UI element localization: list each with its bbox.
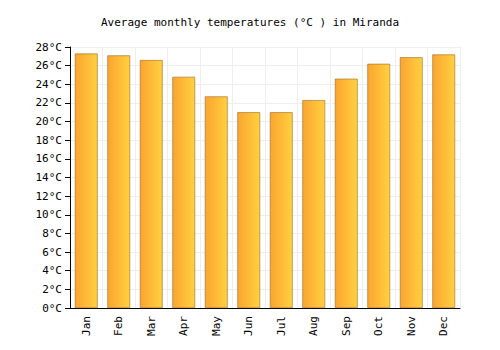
- svg-text:May: May: [210, 316, 223, 336]
- svg-text:6°C: 6°C: [42, 246, 62, 259]
- svg-text:24°C: 24°C: [36, 78, 63, 91]
- svg-text:26°C: 26°C: [36, 59, 63, 72]
- svg-text:20°C: 20°C: [36, 115, 63, 128]
- svg-text:18°C: 18°C: [36, 134, 63, 147]
- svg-text:Mar: Mar: [145, 316, 158, 336]
- svg-text:Oct: Oct: [372, 316, 385, 336]
- svg-text:Dec: Dec: [437, 316, 450, 336]
- svg-text:Apr: Apr: [177, 316, 190, 336]
- svg-text:Jul: Jul: [275, 316, 288, 336]
- svg-text:16°C: 16°C: [36, 152, 63, 165]
- svg-text:22°C: 22°C: [36, 96, 63, 109]
- svg-text:Average monthly temperatures (: Average monthly temperatures (°C ) in Mi…: [101, 16, 399, 29]
- svg-text:Feb: Feb: [112, 316, 125, 336]
- svg-text:14°C: 14°C: [36, 171, 63, 184]
- svg-text:0°C: 0°C: [42, 302, 62, 315]
- svg-text:Aug: Aug: [307, 316, 320, 336]
- svg-text:8°C: 8°C: [42, 227, 62, 240]
- svg-text:Sep: Sep: [340, 316, 353, 336]
- svg-text:Jan: Jan: [80, 316, 93, 336]
- svg-text:4°C: 4°C: [42, 264, 62, 277]
- svg-text:Jun: Jun: [242, 316, 255, 336]
- svg-text:2°C: 2°C: [42, 283, 62, 296]
- svg-text:12°C: 12°C: [36, 190, 63, 203]
- svg-text:Nov: Nov: [405, 316, 418, 336]
- svg-text:28°C: 28°C: [36, 41, 63, 54]
- svg-text:10°C: 10°C: [36, 208, 63, 221]
